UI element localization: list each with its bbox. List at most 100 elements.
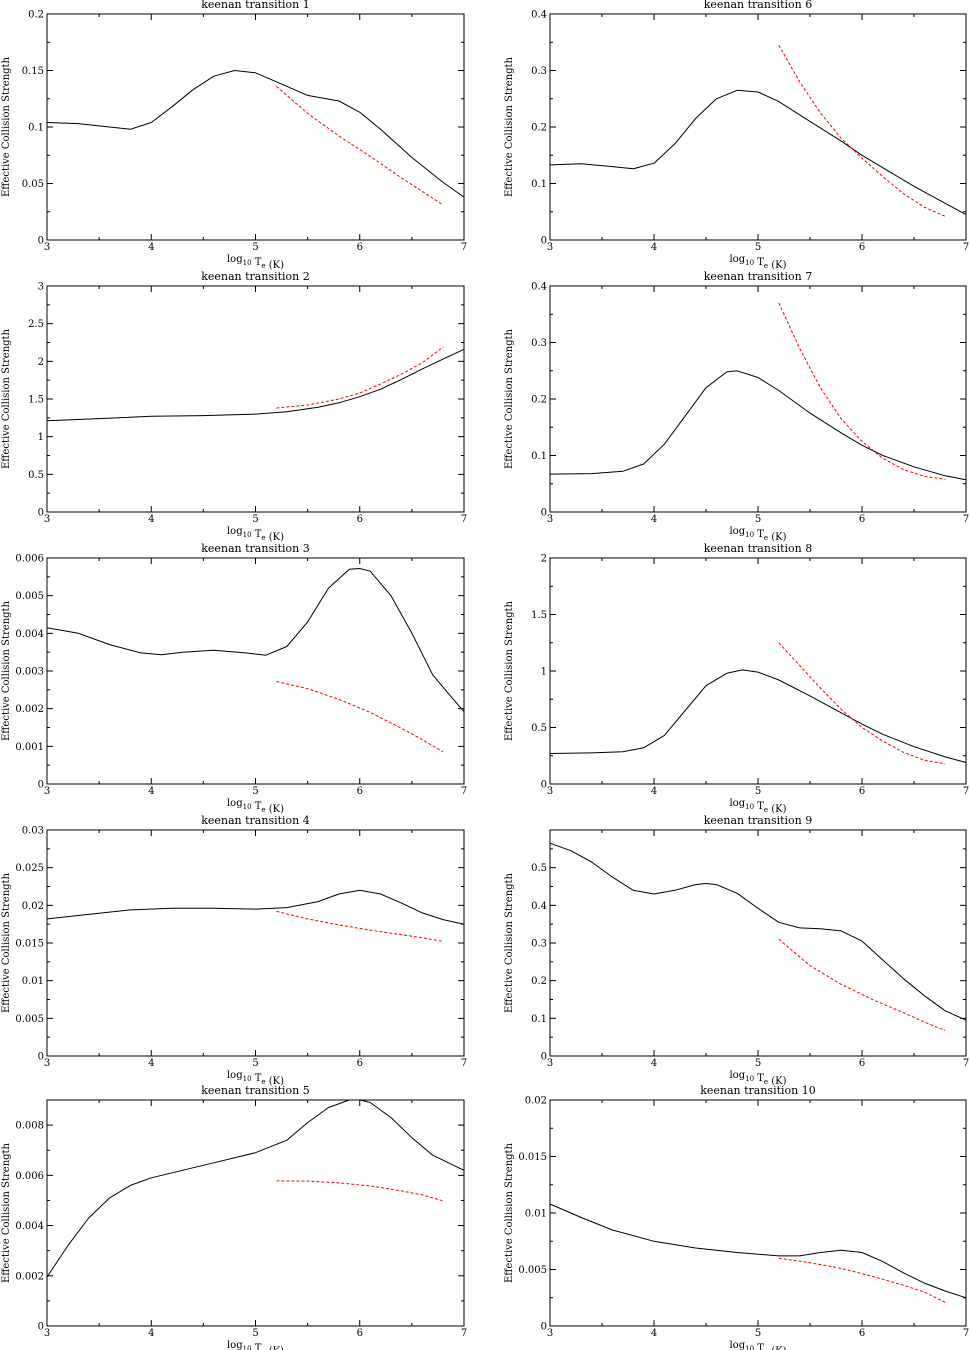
y-axis-title: Effective Collision Strength [504,1142,515,1283]
chart-title: keenan transition 7 [704,270,813,283]
y-tick-label: 3 [38,282,44,293]
x-axis-title: log10 Te (K) [729,1340,786,1350]
y-axis-title: Effective Collision Strength [1,872,12,1013]
series-line-dashed [778,642,946,765]
x-axis-title: log10 Te (K) [227,254,284,271]
x-axis-title: log10 Te (K) [227,798,284,815]
chart-title: keenan transition 1 [201,0,310,11]
y-tick-label: 0.4 [531,10,547,21]
x-tick-label: 4 [148,1058,154,1069]
x-tick-label: 7 [963,1328,969,1339]
series-line-dashed [778,1257,946,1303]
chart-title: keenan transition 8 [704,542,813,555]
y-axis-title: Effective Collision Strength [1,1142,12,1283]
x-tick-label: 4 [148,514,154,525]
y-tick-label: 0.05 [22,179,44,190]
y-axis-title: Effective Collision Strength [504,600,515,741]
y-tick-label: 0.3 [531,338,547,349]
x-tick-label: 6 [859,1058,865,1069]
y-tick-label: 0.002 [15,704,44,715]
y-tick-label: 0.3 [531,66,547,77]
y-tick-label: 0.02 [525,1096,547,1107]
x-tick-label: 5 [755,1058,761,1069]
chart-title: keenan transition 6 [704,0,813,11]
plot-frame [549,13,967,241]
x-tick-label: 7 [963,514,969,525]
y-tick-label: 0.2 [531,123,547,134]
x-tick-label: 5 [252,514,258,525]
y-tick-label: 0.005 [518,1265,547,1276]
y-axis-title: Effective Collision Strength [504,328,515,469]
chart-panel: keenan transition 9 3 4 5 6 7 0 0.1 0.2 0.3 0.4 0.5… [504,814,969,1087]
y-tick-label: 0.015 [518,1152,547,1163]
y-tick-label: 0.5 [531,723,547,734]
y-tick-label: 2 [541,554,547,565]
y-tick-label: 1.5 [531,610,547,621]
x-tick-label: 5 [755,514,761,525]
x-tick-label: 5 [252,1328,258,1339]
chart-title: keenan transition 2 [201,270,310,283]
chart-panel: keenan transition 6 3 4 5 6 7 0 0.1 0.2 0.3 0.4 log… [504,0,969,271]
plot-frame [46,557,465,785]
x-tick-label: 5 [252,786,258,797]
y-tick-label: 0 [541,508,547,519]
x-tick-label: 4 [148,786,154,797]
series-line-solid [46,70,465,198]
y-tick-label: 0 [541,780,547,791]
x-tick-label: 4 [148,242,154,253]
chart-panel: keenan transition 3 3 4 5 6 7 0 0.001 0.002 0.003… [1,542,467,815]
chart-title: keenan transition 10 [700,1084,816,1097]
y-tick-label: 0.4 [531,282,547,293]
y-tick-label: 0 [541,236,547,247]
plot-frame [46,285,465,513]
y-tick-label: 0.1 [28,123,44,134]
x-tick-label: 4 [148,1328,154,1339]
chart-title: keenan transition 9 [704,814,813,827]
x-tick-label: 4 [651,514,657,525]
y-tick-label: 0.002 [15,1271,44,1282]
series-line-dashed [276,85,444,206]
x-tick-label: 6 [859,514,865,525]
x-tick-label: 3 [547,242,553,253]
y-tick-label: 0 [38,1052,44,1063]
x-tick-label: 4 [651,786,657,797]
chart-title: keenan transition 3 [201,542,310,555]
series-line-dashed [778,302,946,480]
x-tick-label: 5 [755,1328,761,1339]
y-tick-label: 0.008 [15,1121,44,1132]
series-line-solid [46,348,465,422]
y-tick-label: 0 [38,780,44,791]
series-line-solid [549,669,967,763]
y-tick-label: 0.015 [15,939,44,950]
series-line-dashed [778,44,946,217]
series-line-solid [46,568,465,713]
chart-title: keenan transition 5 [201,1084,310,1097]
x-tick-label: 5 [755,242,761,253]
chart-panel: keenan transition 5 3 4 5 6 7 0 0.002 0.004 0.006… [1,1084,467,1350]
y-tick-label: 0.006 [15,554,44,565]
chart-panel: keenan transition 7 3 4 5 6 7 0 0.1 0.2 0.3 0.4 log… [504,270,969,543]
plot-frame [549,829,967,1057]
y-axis-title: Effective Collision Strength [504,56,515,197]
x-tick-label: 4 [651,1058,657,1069]
x-tick-label: 6 [357,1328,363,1339]
x-tick-label: 6 [357,514,363,525]
plot-frame [549,1099,967,1327]
y-tick-label: 0 [38,1322,44,1333]
x-tick-label: 3 [547,786,553,797]
y-tick-label: 0.02 [22,901,44,912]
y-tick-label: 0.004 [15,629,44,640]
y-tick-label: 0 [38,508,44,519]
y-tick-label: 2 [38,357,44,368]
x-tick-label: 3 [547,1328,553,1339]
x-tick-label: 6 [859,786,865,797]
x-tick-label: 6 [357,242,363,253]
x-tick-label: 7 [963,786,969,797]
chart-panel: keenan transition 4 3 4 5 6 7 0 0.005 0.01 0.015 0… [1,814,467,1087]
chart-panel: keenan transition 10 3 4 5 6 7 0 0.005 0.01 0.015… [504,1084,969,1350]
y-tick-label: 0.2 [28,10,44,21]
x-tick-label: 3 [44,514,50,525]
y-tick-label: 0.005 [15,1014,44,1025]
x-tick-label: 5 [252,1058,258,1069]
y-tick-label: 0.5 [531,863,547,874]
